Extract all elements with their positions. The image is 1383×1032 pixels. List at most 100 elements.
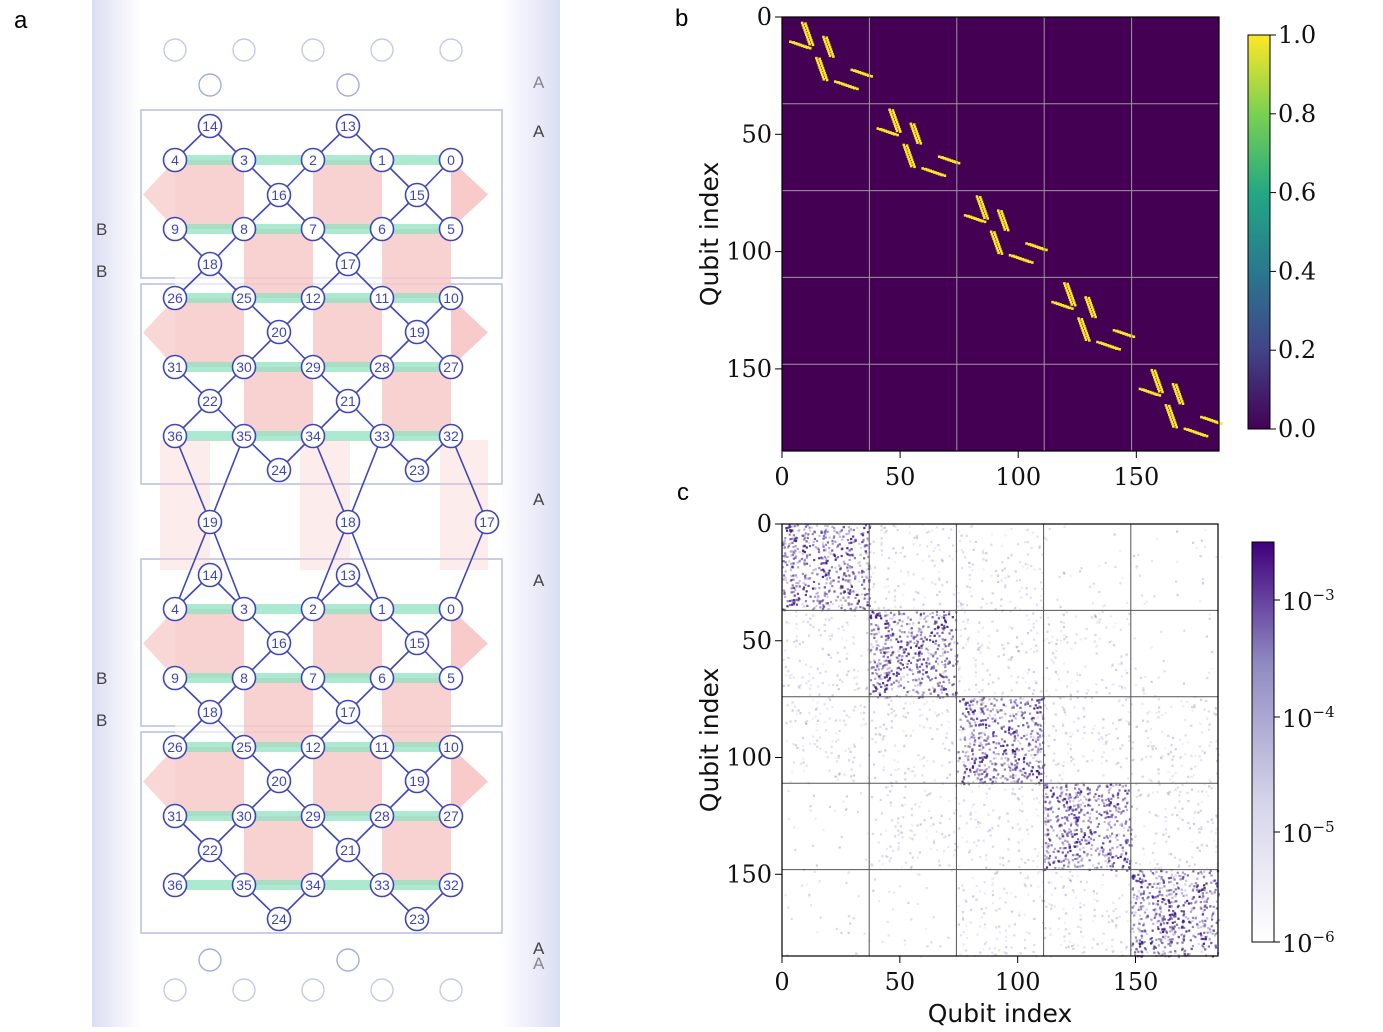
heatmap-c-cell — [1062, 851, 1064, 853]
heatmap-b-cell — [832, 55, 835, 58]
qubit: 22 — [199, 390, 222, 413]
heatmap-b-cell — [981, 203, 984, 206]
heatmap-c-cell — [1026, 587, 1028, 589]
heatmap-c-cell — [1004, 584, 1006, 586]
heatmap-b-cell — [825, 43, 828, 46]
heatmap-c-cell — [1074, 846, 1076, 848]
heatmap-c-cell — [939, 864, 941, 866]
heatmap-b-cell — [1090, 304, 1093, 307]
heatmap-c-cell — [911, 838, 913, 840]
heatmap-c-cell — [799, 585, 801, 587]
heatmap-c-cell — [1117, 737, 1119, 739]
heatmap-c-cell — [907, 691, 909, 693]
heatmap-c-cell — [1005, 577, 1007, 579]
heatmap-c-cell — [1051, 641, 1053, 643]
heatmap-c-cell — [802, 621, 804, 623]
heatmap-c-cell — [1145, 730, 1147, 732]
heatmap-c-cell — [1030, 754, 1032, 756]
heatmap-c-cell — [977, 839, 979, 841]
heatmap-c-cell — [1141, 703, 1143, 705]
heatmap-c-cell — [1015, 748, 1017, 750]
heatmap-c-cell — [1032, 693, 1034, 695]
heatmap-c-cell — [847, 624, 849, 626]
heatmap-c-cell — [799, 684, 801, 686]
heatmap-c-cell — [1201, 790, 1203, 792]
heatmap-c-cell — [1081, 839, 1083, 841]
heatmap-c-cell — [802, 641, 804, 643]
heatmap-c-cell — [963, 698, 965, 700]
heatmap-c-cell — [844, 600, 846, 602]
heatmap-c-cell — [1164, 816, 1166, 818]
heatmap-c-cell — [990, 602, 992, 604]
heatmap-c-cell — [1162, 834, 1164, 836]
heatmap-c-cell — [903, 667, 905, 669]
heatmap-c-cell — [920, 634, 922, 636]
heatmap-c-cell — [1033, 689, 1035, 691]
qubit: 33 — [371, 874, 394, 897]
heatmap-c-cell — [1207, 927, 1209, 929]
x-tick-label: 150 — [1113, 463, 1159, 491]
qubit: 9 — [164, 667, 187, 690]
heatmap-b-cell — [1035, 245, 1038, 248]
heatmap-c-cell — [1112, 910, 1114, 912]
heatmap-c-cell — [918, 874, 920, 876]
heatmap-c-cell — [788, 684, 790, 686]
heatmap-c-cell — [937, 648, 939, 650]
heatmap-c-cell — [1151, 895, 1153, 897]
heatmap-c-cell — [914, 537, 916, 539]
heatmap-c-cell — [1176, 900, 1178, 902]
heatmap-c-cell — [972, 765, 974, 767]
qubit: 26 — [164, 287, 187, 310]
heatmap-b-cell — [915, 130, 918, 133]
heatmap-c-cell — [1033, 918, 1035, 920]
heatmap-c-cell — [1010, 946, 1012, 948]
heatmap-c-cell — [1005, 930, 1007, 932]
heatmap-c-cell — [835, 599, 837, 601]
heatmap-c-cell — [856, 683, 858, 685]
heatmap-c-cell — [1077, 861, 1079, 863]
heatmap-c-cell — [1030, 597, 1032, 599]
heatmap-b-cell — [851, 86, 854, 89]
region-label-a: A — [533, 122, 545, 141]
heatmap-c-cell — [1016, 732, 1018, 734]
heatmap-c-cell — [867, 833, 869, 835]
heatmap-c-cell — [972, 704, 974, 706]
heatmap-c-cell — [786, 621, 788, 623]
qubit-label: 1 — [378, 601, 386, 617]
heatmap-c-cell — [887, 794, 889, 796]
heatmap-c-cell — [792, 566, 794, 568]
heatmap-c-cell — [994, 718, 996, 720]
heatmap-c-cell — [880, 543, 882, 545]
heatmap-c-cell — [863, 580, 865, 582]
heatmap-c-cell — [918, 647, 920, 649]
heatmap-c-cell — [1201, 750, 1203, 752]
heatmap-c-cell — [875, 727, 877, 729]
heatmap-c-cell — [878, 900, 880, 902]
heatmap-c-cell — [854, 597, 856, 599]
heatmap-c-cell — [1066, 818, 1068, 820]
heatmap-c-cell — [968, 688, 970, 690]
heatmap-c-cell — [787, 704, 789, 706]
heatmap-c-cell — [866, 604, 868, 606]
heatmap-c-cell — [838, 628, 840, 630]
heatmap-c-cell — [892, 908, 894, 910]
heatmap-c-cell — [863, 712, 865, 714]
heatmap-c-cell — [995, 769, 997, 771]
heatmap-b-cell — [893, 123, 896, 126]
heatmap-c-cell — [1071, 875, 1073, 877]
heatmap-c-cell — [903, 796, 905, 798]
heatmap-c-cell — [903, 730, 905, 732]
heatmap-c-cell — [1037, 747, 1039, 749]
heatmap-c-cell — [1055, 764, 1057, 766]
heatmap-c-cell — [873, 629, 875, 631]
heatmap-b-cell — [1155, 374, 1158, 377]
heatmap-c-cell — [847, 570, 849, 572]
heatmap-c-cell — [806, 883, 808, 885]
heatmap-c-cell — [884, 586, 886, 588]
heatmap-c-cell — [908, 660, 910, 662]
heatmap-c-cell — [949, 761, 951, 763]
heatmap-c-cell — [911, 830, 913, 832]
heatmap-c-cell — [796, 713, 798, 715]
heatmap-c-cell — [909, 690, 911, 692]
heatmap-c-cell — [828, 572, 830, 574]
